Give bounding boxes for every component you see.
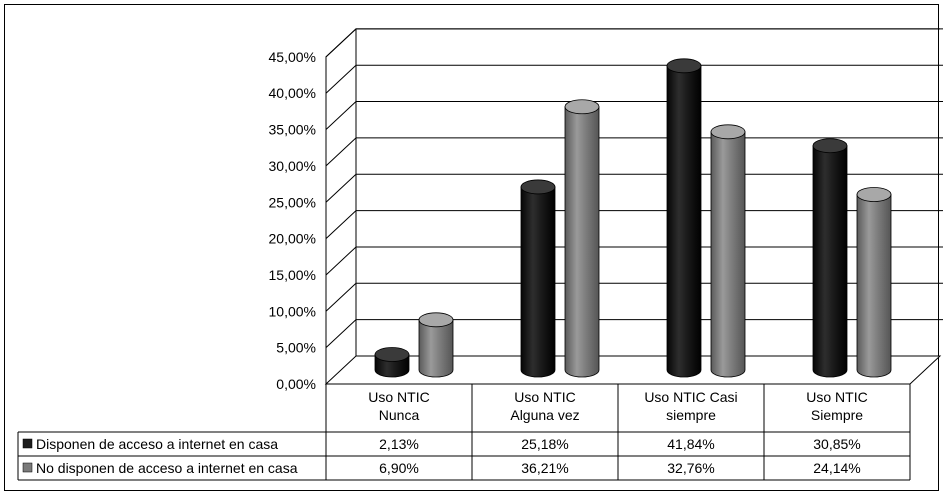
category-label: Nunca	[379, 407, 420, 423]
category-label: Uso NTIC Casi	[644, 389, 737, 405]
bar-top	[520, 179, 556, 195]
y-tick-label: 35,00%	[269, 122, 316, 138]
bar-top	[374, 347, 410, 362]
category-label: Uso NTIC	[806, 389, 867, 405]
gridline	[325, 319, 943, 349]
chart-frame	[4, 4, 939, 491]
bar-body	[564, 106, 600, 378]
bar	[564, 99, 600, 378]
bar-body	[812, 145, 848, 378]
series-name: Disponen de acceso a internet en casa	[36, 436, 278, 452]
bar-body	[418, 319, 454, 378]
y-tick-label: 5,00%	[276, 340, 316, 356]
category-label: Alguna vez	[510, 407, 579, 423]
bar-body	[666, 65, 702, 378]
bar	[374, 347, 410, 378]
bar	[418, 312, 454, 378]
category-label: Siempre	[811, 407, 863, 423]
data-label: 32,76%	[667, 460, 714, 476]
bar-body	[520, 186, 556, 378]
y-tick-label: 25,00%	[269, 194, 316, 210]
data-label: 2,13%	[379, 436, 419, 452]
gridline	[325, 246, 943, 276]
category-label: Uso NTIC	[514, 389, 575, 405]
bar-top	[418, 312, 454, 328]
legend-key	[22, 462, 33, 473]
bar-top	[710, 124, 746, 140]
bar	[710, 124, 746, 378]
gridline	[325, 137, 943, 167]
y-tick-label: 0,00%	[276, 376, 316, 392]
y-tick-label: 10,00%	[269, 303, 316, 319]
y-axis-ticks: 0,00% 5,00% 10,00% 15,00% 20,00% 25,00% 30,00%…	[269, 49, 316, 392]
bar-top	[812, 138, 848, 154]
gridline	[325, 282, 943, 312]
bar	[856, 187, 892, 378]
bar-top	[666, 58, 702, 74]
data-label: 25,18%	[521, 436, 568, 452]
bar	[812, 138, 848, 378]
gridline	[325, 101, 943, 130]
legend-key	[22, 438, 33, 449]
data-label: 6,90%	[379, 460, 419, 476]
data-label: 24,14%	[813, 460, 860, 476]
category-label: siempre	[666, 407, 716, 423]
floor	[324, 355, 942, 385]
bar	[520, 179, 556, 378]
gridline	[325, 28, 943, 58]
bar-body	[856, 194, 892, 378]
gridline	[325, 64, 943, 94]
gridline	[325, 173, 943, 203]
y-tick-label: 40,00%	[269, 85, 316, 101]
data-table: Uso NTIC Nunca Uso NTIC Alguna vez Uso NTIC …	[17, 384, 911, 481]
bar	[666, 58, 702, 378]
data-label: 30,85%	[813, 436, 860, 452]
y-tick-label: 20,00%	[269, 231, 316, 247]
y-tick-label: 30,00%	[269, 158, 316, 174]
bar-top	[564, 99, 600, 115]
bars	[374, 58, 892, 378]
series-name: No disponen de acceso a internet en casa	[36, 460, 298, 476]
bar-top	[856, 187, 892, 202]
y-tick-label: 15,00%	[269, 267, 316, 283]
side-wall-edge	[325, 28, 940, 384]
chart-walls	[324, 28, 943, 385]
bar-body	[710, 131, 746, 378]
gridline	[325, 210, 943, 239]
category-label: Uso NTIC	[368, 389, 429, 405]
data-label: 36,21%	[521, 460, 568, 476]
y-tick-label: 45,00%	[269, 49, 316, 65]
data-label: 41,84%	[667, 436, 714, 452]
